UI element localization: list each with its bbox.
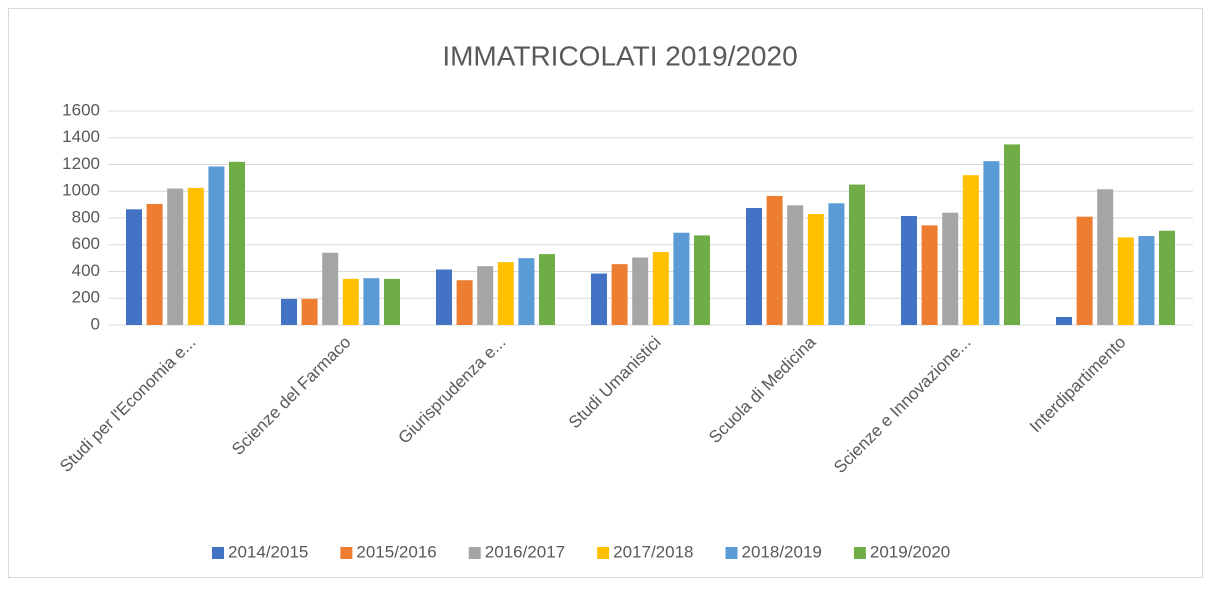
y-tick-label: 600 <box>72 234 100 253</box>
y-tick-label: 1000 <box>62 181 100 200</box>
bar <box>611 264 628 325</box>
bar <box>208 166 225 325</box>
bar <box>477 266 494 325</box>
bar <box>167 188 184 325</box>
bar <box>807 213 824 325</box>
y-tick-label: 0 <box>91 314 100 333</box>
bar <box>962 175 979 325</box>
bar <box>632 257 649 325</box>
bar <box>652 252 669 325</box>
chart-title: IMMATRICOLATI 2019/2020 <box>442 40 797 71</box>
y-tick-label: 200 <box>72 288 100 307</box>
legend-swatch <box>597 547 610 559</box>
bar <box>436 269 452 325</box>
legend-swatch <box>212 547 224 559</box>
bar <box>1097 189 1114 325</box>
bar <box>146 203 163 325</box>
y-tick-label: 1200 <box>62 154 100 173</box>
bar <box>1117 237 1134 325</box>
bar <box>694 235 710 325</box>
bar <box>518 258 535 325</box>
bar <box>229 161 245 325</box>
y-tick-label: 400 <box>72 261 100 280</box>
legend-label: 2014/2015 <box>228 542 308 561</box>
bar <box>187 187 204 325</box>
bar <box>539 254 555 325</box>
y-tick-label: 1600 <box>62 100 100 119</box>
legend-swatch <box>853 547 866 559</box>
legend-label: 2015/2016 <box>356 542 436 561</box>
legend-label: 2019/2020 <box>870 542 950 561</box>
y-tick-label: 800 <box>72 207 100 226</box>
bar <box>746 207 762 325</box>
bar <box>787 205 804 325</box>
bar <box>126 209 142 325</box>
bar <box>828 203 845 325</box>
bar <box>384 278 400 325</box>
bar <box>342 278 359 325</box>
bar <box>301 298 318 325</box>
legend-swatch <box>725 547 738 559</box>
bar <box>1138 236 1155 325</box>
bar <box>363 278 380 325</box>
bar <box>673 232 690 325</box>
legend-label: 2016/2017 <box>485 542 565 561</box>
bar <box>942 212 959 325</box>
legend-swatch <box>468 547 481 559</box>
bar <box>901 215 917 325</box>
bar <box>1159 230 1175 325</box>
bar <box>497 262 514 325</box>
legend-swatch <box>340 547 353 559</box>
legend-label: 2018/2019 <box>742 542 822 561</box>
bar <box>921 225 938 325</box>
bar <box>1076 216 1093 325</box>
bar <box>983 161 1000 325</box>
legend-label: 2017/2018 <box>613 542 693 561</box>
bar <box>1004 144 1020 325</box>
y-tick-label: 1400 <box>62 127 100 146</box>
bar <box>1056 316 1072 325</box>
bar <box>281 298 297 325</box>
bar <box>456 280 473 325</box>
bar <box>591 273 607 325</box>
bar <box>766 195 783 325</box>
bar <box>322 252 339 325</box>
bar <box>849 184 865 325</box>
